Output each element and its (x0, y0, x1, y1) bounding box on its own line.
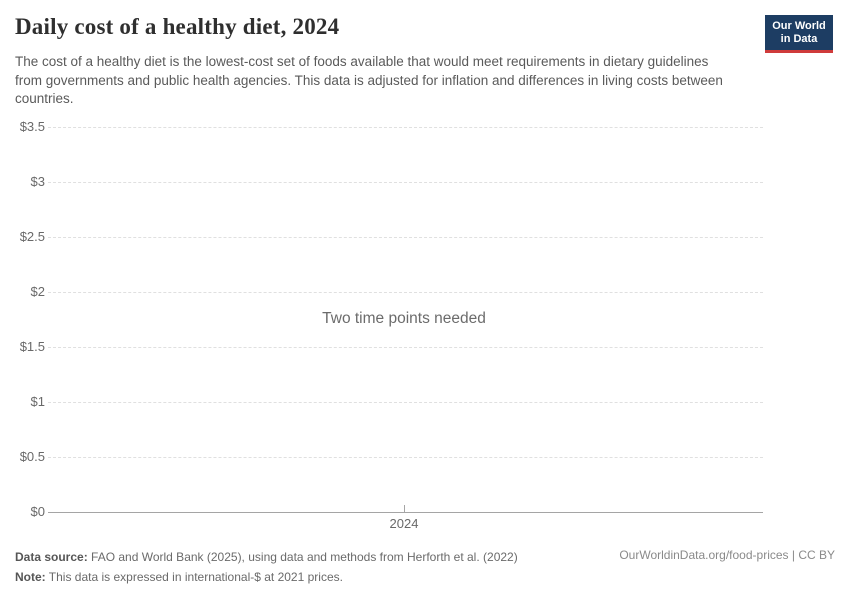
gridline (48, 347, 763, 348)
note-text: This data is expressed in international-… (45, 570, 343, 584)
data-source-label: Data source: (15, 550, 88, 564)
owid-logo-line1: Our World (772, 20, 826, 32)
grid-row: $1 (0, 393, 780, 411)
page-title: Daily cost of a healthy diet, 2024 (15, 14, 340, 39)
y-axis-label: $2 (30, 284, 45, 299)
owid-logo[interactable]: Our World in Data (765, 15, 833, 53)
gridline (48, 292, 763, 293)
x-axis-label: 2024 (389, 516, 419, 531)
gridline (48, 127, 763, 128)
y-axis-label: $1 (30, 394, 45, 409)
x-axis-line (48, 512, 763, 513)
y-axis-label: $1.5 (19, 339, 45, 354)
chart-footer: Data source: FAO and World Bank (2025), … (15, 547, 518, 587)
note-label: Note: (15, 570, 46, 584)
x-axis-row: $0 (0, 503, 780, 521)
note-line: Note: This data is expressed in internat… (15, 567, 518, 587)
gridline (48, 402, 763, 403)
footer-link[interactable]: OurWorldinData.org/food-prices | CC BY (619, 548, 835, 562)
gridline (48, 237, 763, 238)
y-axis-label: $3 (30, 174, 45, 189)
gridline (48, 457, 763, 458)
grid-row: $2 (0, 283, 780, 301)
x-axis-tick (404, 505, 405, 512)
y-axis-label: $2.5 (19, 229, 45, 244)
y-axis-label: $3.5 (19, 119, 45, 134)
grid-row: $1.5 (0, 338, 780, 356)
grid-row: $0.5 (0, 448, 780, 466)
data-source-text: FAO and World Bank (2025), using data an… (87, 550, 518, 564)
data-source-line: Data source: FAO and World Bank (2025), … (15, 547, 518, 567)
grid-row: $3 (0, 173, 780, 191)
y-axis-label: $0.5 (19, 449, 45, 464)
chart-subtitle: The cost of a healthy diet is the lowest… (15, 54, 723, 106)
grid-row: $2.5 (0, 228, 780, 246)
owid-logo-line2: in Data (780, 33, 818, 45)
empty-state-message: Two time points needed (322, 310, 486, 327)
y-axis-label: $0 (30, 504, 45, 519)
gridline (48, 182, 763, 183)
grid-row: $3.5 (0, 118, 780, 136)
